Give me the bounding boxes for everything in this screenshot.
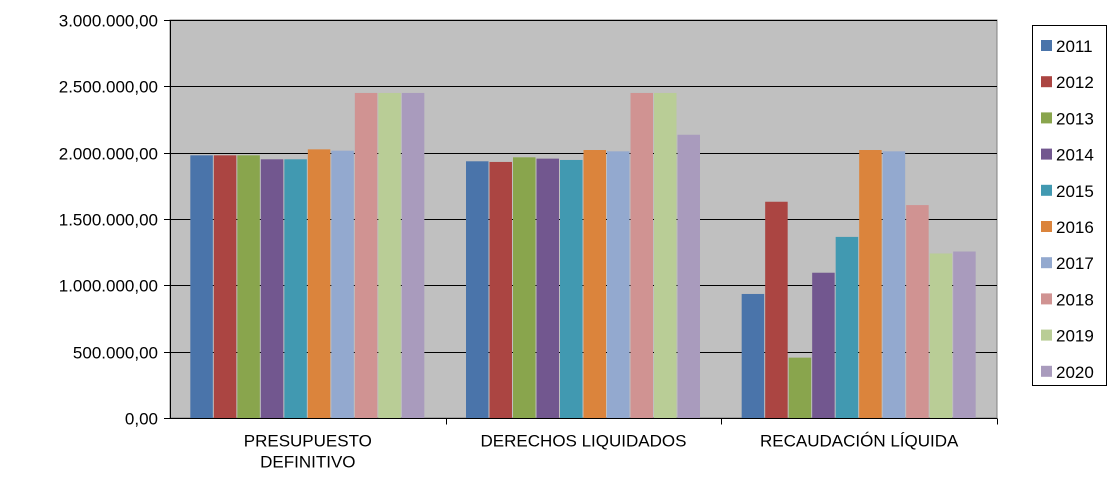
legend-label: 2016: [1056, 218, 1094, 237]
bar-2017: [882, 151, 906, 418]
bar-2016: [307, 149, 331, 418]
legend-label: 2015: [1056, 182, 1094, 201]
bar-2015: [560, 159, 583, 418]
bar-2016: [859, 150, 882, 418]
bar-2020: [401, 92, 425, 418]
legend-swatch: [1041, 40, 1052, 51]
bar-2013: [513, 157, 536, 418]
legend-swatch: [1041, 257, 1052, 269]
y-tick-label: 3.000.000,00: [59, 12, 158, 31]
bar-2020: [677, 134, 700, 418]
legend-swatch: [1041, 112, 1052, 124]
legend: 2011 2012 2013 2014 2015 2016 2017 2018 2019 2020: [1032, 25, 1107, 386]
x-category-label: DEFINITIVO: [260, 453, 355, 472]
bar-2012: [765, 201, 788, 418]
legend-label: 2017: [1056, 254, 1094, 273]
bar-2019: [654, 92, 677, 418]
bar-2018: [354, 92, 378, 418]
bar-2014: [812, 272, 835, 418]
bar-2018: [630, 92, 653, 418]
legend-label: 2020: [1056, 363, 1094, 382]
y-tick-labels: 0,00 500.000,00 1.000.000,00 1.500.000,00 2.…: [59, 12, 158, 429]
x-category-label: PRESUPUESTO: [244, 432, 372, 451]
legend-label: 2019: [1056, 327, 1094, 346]
bar-2015: [284, 159, 307, 419]
bar-2018: [906, 205, 929, 418]
legend-label: 2014: [1056, 146, 1094, 165]
bar-2017: [331, 150, 354, 418]
legend-label: 2012: [1056, 73, 1094, 92]
bar-2016: [583, 150, 606, 418]
bar-2011: [190, 155, 213, 418]
y-tick-label: 0,00: [125, 410, 158, 429]
legend-label: 2018: [1056, 290, 1094, 309]
bar-2012: [213, 155, 237, 418]
bar-2013: [237, 155, 260, 418]
legend-swatch: [1041, 329, 1052, 341]
legend-swatch: [1041, 365, 1052, 377]
legend-swatch: [1041, 221, 1052, 232]
bar-2013: [788, 357, 812, 418]
x-category-labels: PRESUPUESTO DEFINITIVO DERECHOS LIQUIDADOS…: [244, 432, 959, 472]
y-tick-label: 1.500.000,00: [59, 211, 158, 230]
y-tick-label: 2.500.000,00: [59, 78, 158, 97]
bar-2019: [929, 253, 953, 418]
bars: [190, 92, 976, 419]
x-category-label: RECAUDACIÓN LÍQUIDA: [760, 432, 959, 451]
legend-swatch: [1041, 76, 1052, 88]
legend-label: 2013: [1056, 109, 1094, 128]
bar-2011: [741, 293, 765, 418]
bar-2012: [489, 161, 512, 418]
legend-swatch: [1041, 293, 1052, 305]
x-category-label: DERECHOS LIQUIDADOS: [481, 432, 687, 451]
bar-2020: [953, 251, 976, 418]
legend-swatch: [1041, 148, 1052, 160]
axes: [164, 20, 998, 425]
y-tick-label: 1.000.000,00: [59, 277, 158, 296]
bar-2015: [835, 236, 859, 418]
legend-label: 2011: [1056, 37, 1093, 56]
bar-2014: [260, 159, 284, 419]
legend-swatch: [1041, 184, 1052, 196]
y-tick-label: 500.000,00: [73, 344, 158, 363]
bar-2011: [466, 161, 489, 419]
bar-2017: [607, 151, 630, 418]
bar-2019: [378, 92, 401, 418]
y-tick-label: 2.000.000,00: [59, 145, 158, 164]
bar-2014: [536, 158, 559, 418]
